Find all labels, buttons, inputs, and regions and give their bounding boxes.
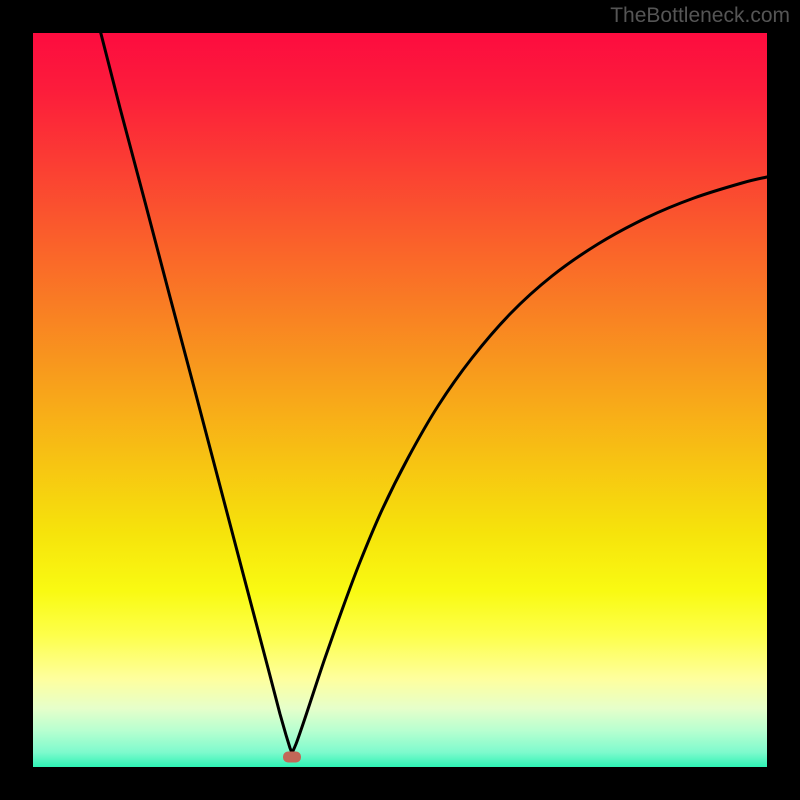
bottleneck-chart: TheBottleneck.com [0, 0, 800, 800]
minimum-marker [283, 752, 301, 763]
watermark-label: TheBottleneck.com [610, 4, 790, 28]
plot-background [33, 33, 767, 767]
chart-svg [0, 0, 800, 800]
